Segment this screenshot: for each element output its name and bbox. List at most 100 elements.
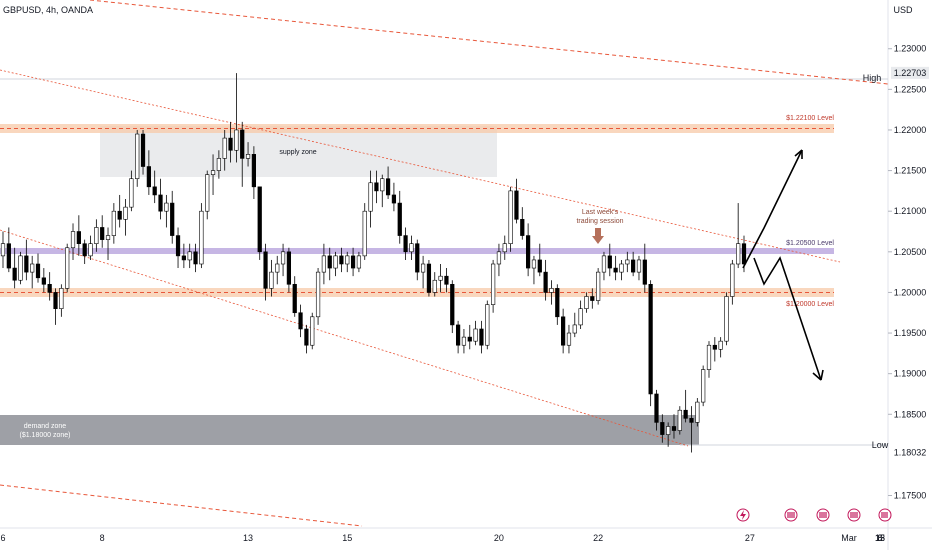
candle-bullish[interactable] (706, 344, 712, 370)
candle-bullish[interactable] (345, 255, 350, 265)
candle-bullish[interactable] (566, 332, 572, 346)
candle-bearish[interactable] (152, 186, 157, 196)
candle-bullish[interactable] (420, 263, 426, 273)
candle-bearish[interactable] (47, 284, 52, 293)
candle-bullish[interactable] (695, 401, 700, 423)
candle-bearish[interactable] (117, 210, 122, 220)
candle-bearish[interactable] (683, 409, 688, 419)
candle-bearish[interactable] (257, 186, 262, 253)
candle-bearish[interactable] (555, 288, 560, 318)
candle-bearish[interactable] (304, 328, 309, 346)
candle-bearish[interactable] (193, 251, 198, 265)
candle-bearish[interactable] (170, 202, 175, 236)
candle-bearish[interactable] (292, 284, 297, 314)
candle-bearish[interactable] (298, 312, 303, 330)
candle-bearish[interactable] (467, 336, 472, 342)
candle-bullish[interactable] (315, 271, 321, 318)
candle-bullish[interactable] (234, 129, 239, 151)
candle-bullish[interactable] (280, 251, 286, 265)
candle-bullish[interactable] (356, 255, 362, 269)
bottom-trendline[interactable] (0, 484, 363, 527)
candle-bullish[interactable] (199, 210, 204, 265)
candle-bullish[interactable] (736, 243, 741, 265)
candle-bullish[interactable] (123, 206, 128, 220)
candle-bullish[interactable] (94, 227, 99, 244)
candle-bullish[interactable] (409, 243, 414, 253)
candle-bullish[interactable] (491, 263, 496, 305)
candle-bearish[interactable] (426, 263, 432, 293)
candle-bearish[interactable] (689, 418, 694, 423)
candle-bearish[interactable] (607, 255, 612, 269)
candle-bearish[interactable] (613, 267, 618, 273)
bearish-forecast-arrow[interactable] (753, 256, 822, 381)
candle-bullish[interactable] (578, 308, 583, 326)
candle-bullish[interactable] (164, 202, 169, 212)
candle-bearish[interactable] (385, 178, 391, 196)
candle-bearish[interactable] (648, 284, 653, 395)
candle-bullish[interactable] (368, 182, 373, 212)
candle-bullish[interactable] (111, 210, 116, 236)
candle-bearish[interactable] (12, 267, 17, 281)
candle-bearish[interactable] (455, 324, 461, 346)
candle-bullish[interactable] (269, 271, 274, 289)
candle-bullish[interactable] (584, 296, 589, 309)
candle-bullish[interactable] (572, 324, 577, 334)
candle-bullish[interactable] (135, 133, 140, 180)
candle-bearish[interactable] (741, 243, 747, 265)
candle-bullish[interactable] (432, 279, 437, 293)
candle-bullish[interactable] (30, 263, 35, 273)
candle-bearish[interactable] (642, 259, 647, 285)
candle-bullish[interactable] (59, 288, 64, 309)
candle-bearish[interactable] (526, 235, 531, 269)
candle-bearish[interactable] (240, 129, 245, 159)
candle-bullish[interactable] (333, 255, 338, 269)
candle-bullish[interactable] (549, 288, 554, 293)
demand-zone[interactable] (0, 415, 699, 445)
candle-bearish[interactable] (660, 422, 665, 435)
candle-bearish[interactable] (339, 255, 344, 265)
candle-bearish[interactable] (543, 271, 548, 293)
upper-trendline[interactable] (89, 0, 889, 85)
candle-bullish[interactable] (18, 255, 23, 281)
candle-bullish[interactable] (65, 247, 70, 289)
candle-bearish[interactable] (631, 259, 636, 273)
candle-bullish[interactable] (601, 255, 607, 273)
candle-bullish[interactable] (222, 137, 227, 159)
candle-bearish[interactable] (374, 182, 379, 192)
candle-bullish[interactable] (718, 340, 723, 350)
candle-bearish[interactable] (24, 255, 29, 273)
candle-bullish[interactable] (70, 231, 76, 249)
candle-bearish[interactable] (286, 251, 292, 285)
candle-bearish[interactable] (514, 190, 519, 220)
candle-bullish[interactable] (205, 174, 210, 212)
candle-bullish[interactable] (210, 170, 216, 175)
candle-bearish[interactable] (181, 255, 186, 261)
candle-bullish[interactable] (666, 426, 671, 435)
candle-bearish[interactable] (146, 166, 151, 188)
candle-bullish[interactable] (531, 259, 537, 269)
candle-bearish[interactable] (263, 251, 268, 289)
candle-bearish[interactable] (175, 235, 181, 257)
candle-bearish[interactable] (82, 243, 87, 257)
bullish-forecast-arrow[interactable] (742, 149, 803, 269)
candle-bearish[interactable] (403, 235, 408, 253)
candle-bearish[interactable] (228, 137, 233, 151)
candle-bearish[interactable] (450, 284, 455, 326)
candle-bullish[interactable] (730, 263, 735, 297)
candle-bearish[interactable] (415, 243, 420, 273)
candle-bearish[interactable] (35, 263, 41, 279)
candle-bearish[interactable] (712, 344, 717, 350)
candle-bullish[interactable] (724, 296, 729, 342)
candle-bullish[interactable] (496, 251, 502, 265)
candle-bearish[interactable] (350, 255, 356, 269)
candle-bearish[interactable] (561, 316, 566, 346)
candle-bearish[interactable] (158, 194, 163, 212)
candle-bullish[interactable] (0, 243, 6, 257)
candle-bearish[interactable] (397, 202, 402, 236)
candle-bearish[interactable] (479, 328, 484, 346)
candle-bullish[interactable] (438, 275, 443, 281)
candle-bullish[interactable] (701, 369, 706, 403)
candle-bearish[interactable] (590, 296, 595, 301)
candle-bearish[interactable] (76, 231, 81, 244)
